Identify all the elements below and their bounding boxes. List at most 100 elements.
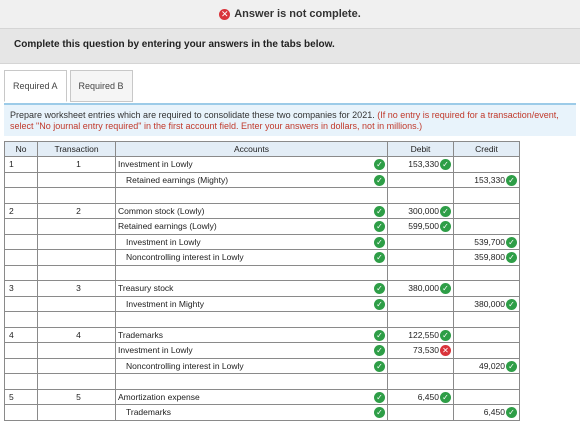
- transaction-number: 1: [37, 156, 116, 173]
- debit-field[interactable]: 6,450 ✓: [387, 388, 454, 405]
- check-icon: ✓: [374, 236, 385, 248]
- transaction-number: [37, 295, 116, 312]
- debit-field[interactable]: [387, 404, 454, 421]
- table-row: 2 2 Common stock (Lowly) ✓ 300,000 ✓: [4, 202, 520, 219]
- check-icon: ✓: [374, 283, 385, 294]
- transaction-number: [37, 218, 116, 235]
- credit-field[interactable]: 359,800 ✓: [453, 249, 520, 266]
- account-field[interactable]: Amortization expense ✓: [115, 388, 388, 405]
- row-number: [4, 233, 38, 250]
- row-number: [4, 295, 38, 312]
- account-field-value: Noncontrolling interest in Lowly: [126, 360, 244, 371]
- debit-field[interactable]: 122,550 ✓: [387, 326, 454, 343]
- account-field[interactable]: Investment in Lowly ✓: [115, 156, 388, 173]
- transaction-number: [37, 311, 116, 328]
- transaction-number: [37, 373, 116, 390]
- credit-field[interactable]: 539,700 ✓: [453, 233, 520, 250]
- debit-field[interactable]: [387, 171, 454, 188]
- credit-field[interactable]: [453, 280, 520, 297]
- debit-field[interactable]: [387, 264, 454, 281]
- credit-field[interactable]: 6,450 ✓: [453, 404, 520, 421]
- tab-required-b[interactable]: Required B: [69, 70, 133, 102]
- tab-required-a[interactable]: Required A: [4, 70, 67, 102]
- account-field[interactable]: Investment in Mighty ✓: [115, 295, 388, 312]
- credit-field[interactable]: [453, 326, 520, 343]
- account-field-value: Investment in Lowly: [118, 159, 193, 170]
- check-icon: ✓: [506, 236, 517, 248]
- debit-field[interactable]: 599,500 ✓: [387, 218, 454, 235]
- check-icon: ✓: [440, 205, 451, 217]
- table-row: Noncontrolling interest in Lowly ✓ 49,020 ✓: [4, 357, 520, 374]
- transaction-number: 5: [37, 388, 116, 405]
- row-number: [4, 218, 38, 235]
- credit-field[interactable]: [453, 202, 520, 219]
- credit-field-value: 380,000: [474, 298, 505, 309]
- credit-field[interactable]: 153,330 ✓: [453, 171, 520, 188]
- account-field[interactable]: Investment in Lowly ✓: [115, 342, 388, 359]
- credit-field[interactable]: 49,020 ✓: [453, 357, 520, 374]
- credit-field[interactable]: [453, 156, 520, 173]
- credit-field[interactable]: [453, 388, 520, 405]
- debit-field[interactable]: 380,000 ✓: [387, 280, 454, 297]
- credit-field[interactable]: [453, 311, 520, 328]
- question-prompt: Prepare worksheet entries which are requ…: [4, 103, 576, 136]
- transaction-number: [37, 342, 116, 359]
- debit-field[interactable]: 73,530 ✕: [387, 342, 454, 359]
- debit-field[interactable]: [387, 357, 454, 374]
- account-field[interactable]: [115, 264, 388, 281]
- row-number: [4, 342, 38, 359]
- row-number-value: 4: [9, 329, 14, 340]
- table-row: [4, 187, 520, 204]
- debit-field[interactable]: [387, 187, 454, 204]
- row-number-value: 2: [9, 205, 14, 216]
- account-field[interactable]: Trademarks ✓: [115, 404, 388, 421]
- account-field[interactable]: Common stock (Lowly) ✓: [115, 202, 388, 219]
- instruction-text: Complete this question by entering your …: [0, 28, 580, 64]
- table-header-row: No Transaction Accounts Debit Credit: [4, 141, 520, 157]
- table-row: [4, 373, 520, 390]
- table-row: Retained earnings (Mighty) ✓ 153,330 ✓: [4, 171, 520, 188]
- debit-field[interactable]: 300,000 ✓: [387, 202, 454, 219]
- account-field[interactable]: Noncontrolling interest in Lowly ✓: [115, 249, 388, 266]
- answer-status-banner: ✕ Answer is not complete.: [0, 0, 580, 28]
- transaction-number: 4: [37, 326, 116, 343]
- credit-field[interactable]: [453, 342, 520, 359]
- row-number: [4, 264, 38, 281]
- credit-field[interactable]: [453, 264, 520, 281]
- transaction-number: [37, 404, 116, 421]
- debit-field[interactable]: [387, 249, 454, 266]
- check-icon: ✓: [374, 252, 385, 263]
- header-transaction: Transaction: [37, 141, 116, 157]
- table-row: Investment in Mighty ✓ 380,000 ✓: [4, 295, 520, 312]
- check-icon: ✓: [440, 329, 451, 341]
- credit-field[interactable]: [453, 218, 520, 235]
- account-field[interactable]: Investment in Lowly ✓: [115, 233, 388, 250]
- account-field[interactable]: [115, 373, 388, 390]
- account-field[interactable]: Trademarks ✓: [115, 326, 388, 343]
- credit-field[interactable]: 380,000 ✓: [453, 295, 520, 312]
- check-icon: ✓: [374, 174, 385, 186]
- credit-field[interactable]: [453, 373, 520, 390]
- debit-field[interactable]: 153,330 ✓: [387, 156, 454, 173]
- account-field[interactable]: Retained earnings (Lowly) ✓: [115, 218, 388, 235]
- transaction-number: [37, 171, 116, 188]
- account-field[interactable]: [115, 187, 388, 204]
- header-accounts: Accounts: [115, 141, 388, 157]
- credit-field-value: 359,800: [474, 252, 505, 263]
- debit-field-value: 6,450: [417, 391, 439, 402]
- debit-field[interactable]: [387, 373, 454, 390]
- debit-field[interactable]: [387, 295, 454, 312]
- debit-field[interactable]: [387, 233, 454, 250]
- debit-field[interactable]: [387, 311, 454, 328]
- header-no: No: [4, 141, 38, 157]
- header-credit: Credit: [453, 141, 520, 157]
- account-field-value: Retained earnings (Lowly): [118, 221, 217, 232]
- account-field[interactable]: Noncontrolling interest in Lowly ✓: [115, 357, 388, 374]
- row-number: [4, 373, 38, 390]
- account-field[interactable]: [115, 311, 388, 328]
- row-number: 1: [4, 156, 38, 173]
- row-number-value: 3: [9, 283, 14, 294]
- account-field[interactable]: Retained earnings (Mighty) ✓: [115, 171, 388, 188]
- credit-field[interactable]: [453, 187, 520, 204]
- account-field[interactable]: Treasury stock ✓: [115, 280, 388, 297]
